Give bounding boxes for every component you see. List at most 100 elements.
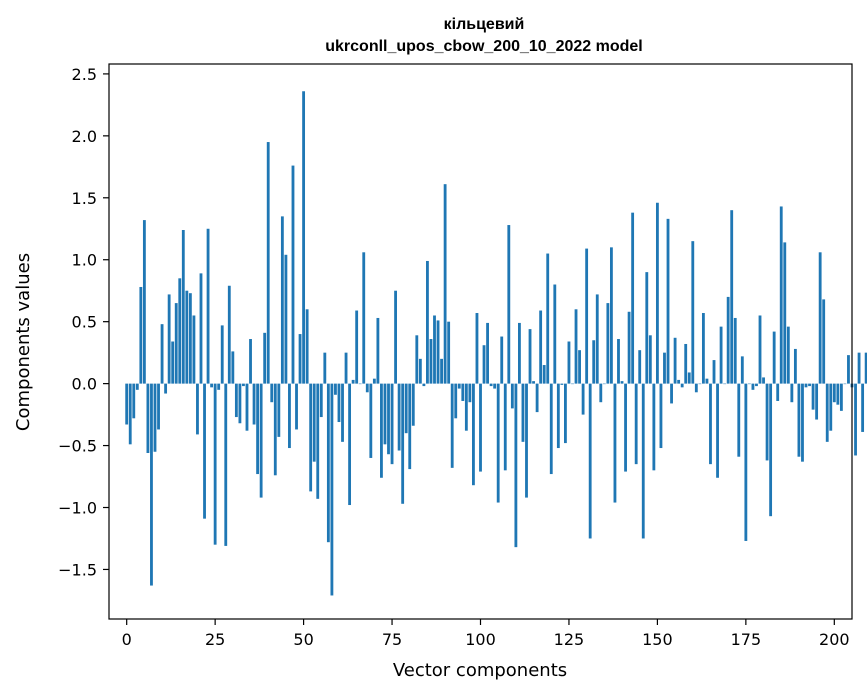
bar-72 [380,383,383,478]
bar-83 [418,358,422,384]
bar-132 [592,340,596,384]
bar-59 [334,383,337,395]
bar-29 [227,285,231,384]
bar-77 [397,383,401,451]
bar-20 [196,383,199,435]
bar-6 [146,383,150,453]
bar-39 [263,332,267,384]
bar-60 [337,383,341,423]
bar-116 [535,383,539,413]
bar-184 [776,383,780,401]
bar-178 [755,383,758,387]
bar-47 [291,165,295,384]
y-tick-label: 2.5 [72,65,97,84]
bar-88 [436,320,440,384]
bar-67 [362,252,366,384]
bar-150 [655,202,659,384]
bar-28 [224,383,228,546]
bar-118 [542,365,546,384]
bar-61 [341,383,344,442]
bar-96 [464,383,468,431]
bar-45 [284,254,288,384]
bar-124 [563,383,567,444]
bar-173 [737,383,741,457]
bar-99 [475,313,479,384]
bar-87 [433,315,436,384]
bar-171 [730,210,734,384]
bar-97 [468,383,472,403]
bar-155 [673,337,677,384]
bar-199 [829,383,833,431]
x-tick-label: 175 [731,630,762,649]
bar-137 [609,247,613,384]
bar-25 [213,383,217,545]
y-tick-label: 1.5 [72,189,97,208]
bar-207 [857,352,861,384]
bar-175 [744,383,748,541]
bar-176 [747,383,751,385]
bar-149 [652,383,656,471]
bar-144 [634,383,638,465]
bar-130 [585,248,589,384]
bar-41 [270,383,274,403]
bar-49 [298,334,302,384]
bar-145 [638,350,642,384]
bar-187 [786,326,790,384]
bar-121 [553,284,557,384]
bar-181 [765,383,769,461]
bar-146 [641,383,645,539]
bar-202 [839,383,843,411]
bar-85 [426,260,429,384]
bar-65 [355,310,359,384]
bar-153 [666,218,670,384]
bar-54 [316,383,320,499]
y-axis-ticks: −1.5 −1.0 −0.5 0.0 0.5 1.0 1.5 2.0 2.5 [58,65,109,579]
bar-1 [128,383,132,445]
bar-92 [450,383,454,468]
bar-107 [503,383,507,471]
x-tick-label: 50 [293,630,313,649]
bar-106 [500,336,504,384]
bar-198 [825,383,829,442]
bar-91 [447,321,451,384]
bar-30 [231,351,235,384]
bar-36 [252,383,256,425]
bar-154 [670,383,673,404]
bar-165 [709,383,712,465]
bar-86 [429,339,433,384]
bar-50 [302,91,306,384]
x-tick-label: 0 [122,630,132,649]
bar-157 [680,383,684,388]
bar-122 [556,383,560,449]
y-tick-label: −0.5 [58,437,97,456]
bar-120 [549,383,553,475]
bar-209 [864,352,867,384]
bar-75 [390,383,394,465]
bar-37 [256,383,260,475]
bar-23 [206,228,210,384]
bar-74 [387,383,390,455]
bar-206 [854,383,857,456]
bar-84 [422,383,426,387]
x-axis-ticks: 0 25 50 75 100 125 150 175 200 [122,619,850,649]
bar-21 [199,273,203,384]
chart-subtitle: ukrconll_upos_cbow_200_10_2022 model [325,38,642,55]
bar-127 [574,309,578,384]
bar-151 [659,383,663,449]
bar-195 [815,383,819,420]
bar-136 [606,303,610,384]
bar-100 [479,383,482,472]
bar-208 [861,383,865,432]
bar-0 [125,383,129,425]
bar-62 [344,352,348,384]
bar-134 [599,383,603,403]
bar-5 [142,220,146,384]
bar-18 [188,293,192,384]
bar-42 [273,383,277,476]
bar-63 [348,383,352,506]
bar-172 [733,317,737,384]
bar-16 [181,230,185,384]
bar-114 [528,329,532,384]
bar-46 [288,383,291,449]
bar-7 [150,383,153,586]
